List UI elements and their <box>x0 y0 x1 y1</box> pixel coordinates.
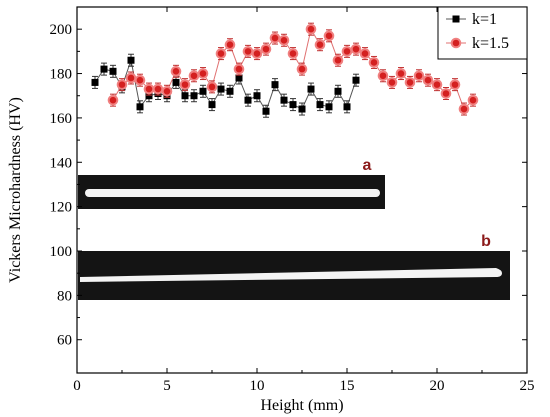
x-axis-label: Height (mm) <box>260 397 343 414</box>
y-tick-label: 180 <box>50 67 73 83</box>
data-point-1-1 <box>116 79 128 90</box>
series-layer <box>91 22 479 118</box>
data-point-1-6 <box>161 85 173 97</box>
data-point-0-24 <box>307 85 315 93</box>
data-point-1-34 <box>413 70 425 82</box>
y-tick-label: 140 <box>50 155 73 171</box>
data-point-0-12 <box>199 87 207 95</box>
data-point-1-33 <box>404 77 416 88</box>
data-point-1-30 <box>377 70 389 82</box>
data-point-1-13 <box>224 39 236 51</box>
data-point-0-0 <box>91 78 99 86</box>
data-point-1-28 <box>359 48 371 59</box>
data-point-1-16 <box>251 48 263 59</box>
data-point-0-10 <box>181 92 189 100</box>
data-point-1-7 <box>170 66 182 77</box>
data-point-0-4 <box>127 56 135 64</box>
data-point-1-8 <box>179 79 191 90</box>
data-point-0-2 <box>109 67 117 75</box>
x-tick-label: 25 <box>520 378 535 394</box>
data-point-1-18 <box>269 32 281 44</box>
data-point-1-9 <box>188 70 200 82</box>
data-point-1-12 <box>215 48 227 59</box>
data-point-0-21 <box>280 96 288 104</box>
legend-label-0: k=1 <box>472 11 497 28</box>
data-point-0-18 <box>253 92 261 100</box>
y-tick-label: 60 <box>57 333 72 349</box>
x-tick-label: 20 <box>430 378 445 394</box>
data-point-0-17 <box>244 96 252 104</box>
data-point-1-40 <box>467 94 479 106</box>
x-tick-label: 5 <box>163 378 171 394</box>
data-point-0-19 <box>262 107 270 115</box>
data-point-1-22 <box>305 23 317 35</box>
data-point-1-10 <box>197 68 209 79</box>
data-point-0-14 <box>217 85 225 93</box>
inset-label-b: b <box>481 233 491 250</box>
x-tick-label: 15 <box>340 378 355 394</box>
data-point-1-5 <box>152 83 164 95</box>
data-point-0-25 <box>316 101 324 109</box>
data-point-1-37 <box>440 88 452 99</box>
data-point-1-14 <box>233 63 245 75</box>
data-point-0-22 <box>289 101 297 109</box>
x-tick-label: 0 <box>73 378 81 394</box>
data-point-1-32 <box>395 68 407 79</box>
axes: 0 5 10 15 20 25 60 80 100 120 140 160 180 200 Height (… <box>7 6 535 414</box>
data-point-1-27 <box>350 43 362 55</box>
data-point-1-38 <box>449 79 461 90</box>
data-point-0-20 <box>271 81 279 89</box>
data-point-0-13 <box>208 101 216 109</box>
data-point-1-2 <box>125 72 137 84</box>
inset-images: ab <box>78 157 510 300</box>
legend-label-1: k=1.5 <box>472 35 509 52</box>
data-point-0-15 <box>226 87 234 95</box>
data-point-1-35 <box>422 74 434 86</box>
data-point-1-20 <box>287 48 299 59</box>
data-point-1-15 <box>242 46 254 57</box>
inset-bar-a <box>85 189 380 197</box>
data-point-1-4 <box>143 83 155 95</box>
data-point-0-11 <box>190 92 198 100</box>
x-tick-label: 10 <box>250 378 265 394</box>
data-point-0-9 <box>172 78 180 86</box>
data-point-0-6 <box>145 92 153 100</box>
data-point-1-11 <box>206 81 218 93</box>
y-axis-label: Vickers Microhardness (HV) <box>7 97 24 283</box>
data-point-1-0 <box>107 94 119 106</box>
data-point-0-5 <box>136 103 144 111</box>
legend: k=1 k=1.5 <box>437 6 528 60</box>
data-point-0-27 <box>334 87 342 95</box>
data-point-1-21 <box>296 63 308 75</box>
data-point-1-23 <box>314 39 326 51</box>
legend-marker-0 <box>452 15 460 23</box>
legend-marker-1 <box>450 37 462 49</box>
data-point-1-31 <box>386 77 398 88</box>
y-tick-label: 160 <box>50 111 73 127</box>
data-point-1-39 <box>458 103 470 115</box>
data-point-1-3 <box>134 74 146 86</box>
data-point-1-36 <box>431 79 443 90</box>
data-point-0-16 <box>235 74 243 82</box>
data-point-1-19 <box>278 34 290 46</box>
y-tick-label: 200 <box>50 22 73 38</box>
data-point-1-26 <box>341 46 353 57</box>
data-point-0-1 <box>100 65 108 73</box>
data-point-0-29 <box>352 76 360 84</box>
inset-label-a: a <box>363 157 372 174</box>
inset-bar-b <box>80 268 502 282</box>
data-point-0-26 <box>325 103 333 111</box>
data-point-0-23 <box>298 105 306 113</box>
data-point-1-24 <box>323 30 335 42</box>
data-point-0-28 <box>343 103 351 111</box>
y-tick-label: 120 <box>50 200 73 216</box>
data-point-1-29 <box>368 57 380 68</box>
data-point-1-17 <box>260 43 272 55</box>
y-tick-label: 80 <box>57 288 72 304</box>
y-tick-label: 100 <box>50 244 73 260</box>
data-point-1-25 <box>332 54 344 66</box>
